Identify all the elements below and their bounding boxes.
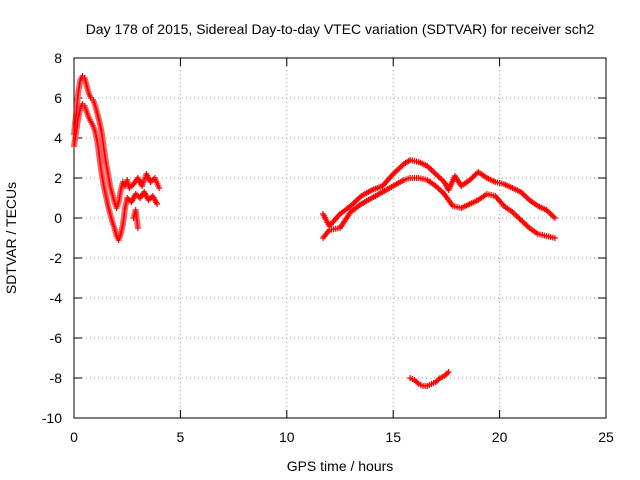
x-tick-label: 10	[279, 429, 295, 445]
y-tick-label: 8	[54, 50, 62, 66]
y-tick-label: -2	[50, 250, 63, 266]
y-tick-label: -10	[42, 410, 62, 426]
data-points	[71, 73, 558, 389]
data-point	[551, 215, 558, 221]
x-tick-label: 20	[492, 429, 508, 445]
x-tick-label: 15	[385, 429, 401, 445]
axis-ticks	[73, 57, 607, 419]
y-tick-label: 6	[54, 90, 62, 106]
x-tick-label: 0	[70, 429, 78, 445]
data-point	[134, 225, 141, 231]
x-axis-label: GPS time / hours	[287, 458, 394, 474]
data-point	[445, 369, 452, 375]
y-tick-label: 4	[54, 130, 62, 146]
grid	[74, 58, 606, 418]
y-tick-label: 0	[54, 210, 62, 226]
y-tick-label: -8	[50, 370, 63, 386]
data-point	[156, 185, 163, 191]
y-tick-label: 2	[54, 170, 62, 186]
y-tick-label: -6	[50, 330, 63, 346]
y-axis-label: SDTVAR / TECUs	[3, 182, 19, 294]
x-tick-label: 25	[598, 429, 614, 445]
x-tick-label: 5	[177, 429, 185, 445]
y-tick-label: -4	[50, 290, 63, 306]
plot-frame	[73, 57, 607, 419]
data-point	[551, 235, 558, 241]
chart-title: Day 178 of 2015, Sidereal Day-to-day VTE…	[86, 21, 595, 37]
tick-labels: 0 5 10 15 20 25 -10 -8 -6 -4 -2 0 2 4 6 8	[42, 50, 614, 445]
data-point	[153, 201, 160, 207]
